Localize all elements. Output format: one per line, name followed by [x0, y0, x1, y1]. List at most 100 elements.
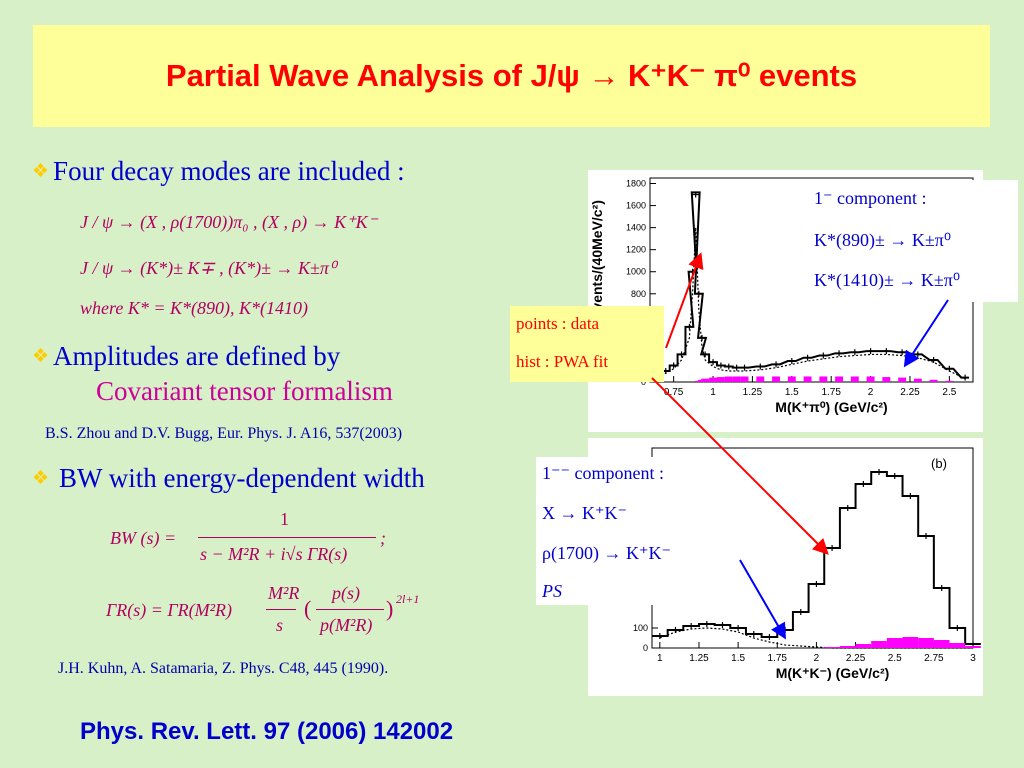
x-tick-label: 1.75 — [821, 387, 841, 398]
y-tick-label: 0 — [643, 643, 648, 653]
pwa-background-bar — [965, 646, 981, 648]
legend-bottom-line3: ρ(1700) → K⁺K⁻ — [542, 543, 671, 563]
x-tick-label: 1 — [710, 387, 716, 398]
legend-top: 1⁻ component : K*(890)± → K±π⁰ K*(1410)±… — [808, 180, 1018, 302]
citation-prl: Phys. Rev. Lett. 97 (2006) 142002 — [80, 718, 454, 745]
gamma-frac2-den: p(M²R) — [320, 615, 373, 635]
bw-semicolon: ; — [380, 528, 386, 548]
reference-kuhn: J.H. Kuhn, A. Satamaria, Z. Phys. C48, 4… — [58, 660, 389, 677]
y-tick-label: 1800 — [626, 179, 646, 189]
pwa-background-bar — [949, 643, 966, 648]
y-tick-label: 800 — [631, 289, 646, 299]
x-tick-label: 2.25 — [900, 387, 920, 398]
pwa-background-bar — [871, 641, 887, 648]
pwa-background-bar — [839, 646, 856, 648]
x-tick-label: 1.25 — [743, 387, 763, 398]
y-tick-label: 1400 — [626, 223, 646, 233]
x-tick-label: 2 — [814, 653, 820, 664]
note-hist: hist : PWA fit — [516, 352, 609, 371]
x-tick-label: 2.5 — [942, 387, 956, 398]
y-tick-label: 0 — [641, 377, 646, 387]
panel-label: (b) — [931, 456, 947, 471]
x-tick-label: 1.75 — [768, 653, 788, 664]
equation-decay-1: J / ψ → (X , ρ(1700))π₀ , (X , ρ) → K⁺K⁻ — [80, 212, 378, 232]
pwa-background-bar — [866, 376, 875, 382]
gamma-frac1-den: s — [276, 615, 284, 635]
x-tick-label: 2.75 — [924, 653, 944, 664]
pwa-background-bar — [716, 377, 725, 382]
plot-bottom-svg: 1 1.25 1.5 1.75 2 2.25 2.5 2.75 3 0 100 M(K⁺K⁻) (Ge… — [633, 447, 981, 681]
reference-zhou-bugg: B.S. Zhou and D.V. Bugg, Eur. Phys. J. A… — [45, 425, 403, 442]
pwa-background-bar — [855, 644, 872, 648]
bullet-decay-modes: ❖ Four decay modes are included : — [32, 156, 405, 187]
equation-where: where K* = K*(890), K*(1410) — [80, 298, 308, 318]
bullet-text: Four decay modes are included : — [53, 156, 405, 186]
pwa-background-bar — [918, 638, 934, 648]
x-tick-label: 0.75 — [664, 387, 684, 398]
x-tick-label: 2 — [868, 387, 874, 398]
x-tick-label: 1.5 — [785, 387, 799, 398]
pwa-background-bar — [882, 377, 891, 382]
legend-bottom: 1⁻⁻ component : X → K⁺K⁻ ρ(1700) → K⁺K⁻ … — [536, 457, 726, 605]
pwa-background-bar — [724, 376, 733, 382]
y-tick-label: 100 — [633, 623, 648, 633]
gamma-frac1-num: M²R — [268, 583, 300, 603]
pwa-background-bar — [756, 376, 765, 382]
pwa-background-bar — [732, 376, 741, 382]
pwa-background-bar — [819, 376, 828, 382]
equation-decay-2: J / ψ → (K*)± K∓ , (K*)± → K±π⁰ — [80, 258, 337, 278]
pwa-background-bar — [709, 377, 717, 382]
pwa-background-bar — [929, 379, 938, 382]
x-tick-label: 2.5 — [888, 653, 902, 664]
x-tick-label: 1 — [657, 653, 663, 664]
x-tick-label: 1.25 — [689, 653, 709, 664]
covariant-formalism-label: Covariant tensor formalism — [96, 376, 393, 406]
bw-numerator: 1 — [280, 509, 289, 529]
bw-denominator: s − M²R + i√s ΓR(s) — [200, 544, 348, 564]
slide-title: Partial Wave Analysis of J/ψ → K⁺K⁻ π⁰ e… — [165, 58, 858, 93]
diamond-bullet-icon: ❖ — [32, 346, 50, 367]
legend-bottom-line4: PS — [542, 581, 562, 601]
pwa-background-bar — [803, 376, 812, 382]
y-tick-label: 1200 — [626, 245, 646, 255]
pwa-background-bar — [886, 638, 903, 648]
pwa-background-bar — [835, 376, 844, 382]
x-tick-label: 2.25 — [846, 653, 866, 664]
y-tick-label: 1000 — [626, 267, 646, 277]
pwa-background-bar — [898, 377, 907, 382]
gamma-frac1-bar — [266, 609, 296, 610]
diamond-bullet-icon: ❖ — [32, 161, 50, 182]
y-tick-label: 1600 — [626, 201, 646, 211]
pwa-background-bar — [902, 637, 919, 648]
pwa-background-bar — [824, 647, 840, 648]
bullet-bw-width: ❖ BW with energy-dependent width — [32, 463, 425, 494]
gamma-frac2-num: p(s) — [332, 583, 360, 603]
legend-top-line2: K*(890)± → K±π⁰ — [814, 230, 952, 250]
title-box: Partial Wave Analysis of J/ψ → K⁺K⁻ π⁰ e… — [33, 25, 990, 127]
pwa-background-bar — [787, 376, 796, 382]
legend-bottom-line1: 1⁻⁻ component : — [542, 463, 664, 483]
pwa-background-bar — [772, 376, 780, 382]
bw-fraction-bar — [198, 537, 376, 538]
pwa-background-bar — [850, 376, 859, 382]
legend-top-line1: 1⁻ component : — [814, 188, 927, 208]
gamma-paren-close: ) — [386, 596, 394, 621]
y-axis-label: Events/(40MeV/c²) — [589, 200, 605, 320]
points-hist-note: points : data hist : PWA fit — [510, 306, 664, 382]
pwa-background-bar — [913, 378, 922, 382]
x-tick-label: 1.5 — [731, 653, 745, 664]
x-axis-label: M(K⁺K⁻) (GeV/c²) — [776, 665, 890, 681]
pwa-background-bar — [701, 378, 710, 382]
bullet-text: Amplitudes are defined by — [53, 341, 341, 371]
gamma-paren-open: ( — [304, 596, 312, 621]
diamond-bullet-icon: ❖ — [32, 468, 50, 489]
pwa-background-bar — [945, 380, 954, 382]
legend-bottom-line2: X → K⁺K⁻ — [542, 503, 627, 523]
gamma-frac2-bar — [316, 609, 384, 610]
gamma-exponent: 2l+1 — [396, 592, 420, 606]
pwa-background-bar — [933, 640, 950, 648]
bw-lhs: BW (s) = — [110, 528, 177, 548]
pwa-background-bar — [740, 376, 749, 382]
bullet-amplitudes: ❖ Amplitudes are defined by — [32, 341, 340, 372]
bullet-text: BW with energy-dependent width — [59, 463, 425, 493]
